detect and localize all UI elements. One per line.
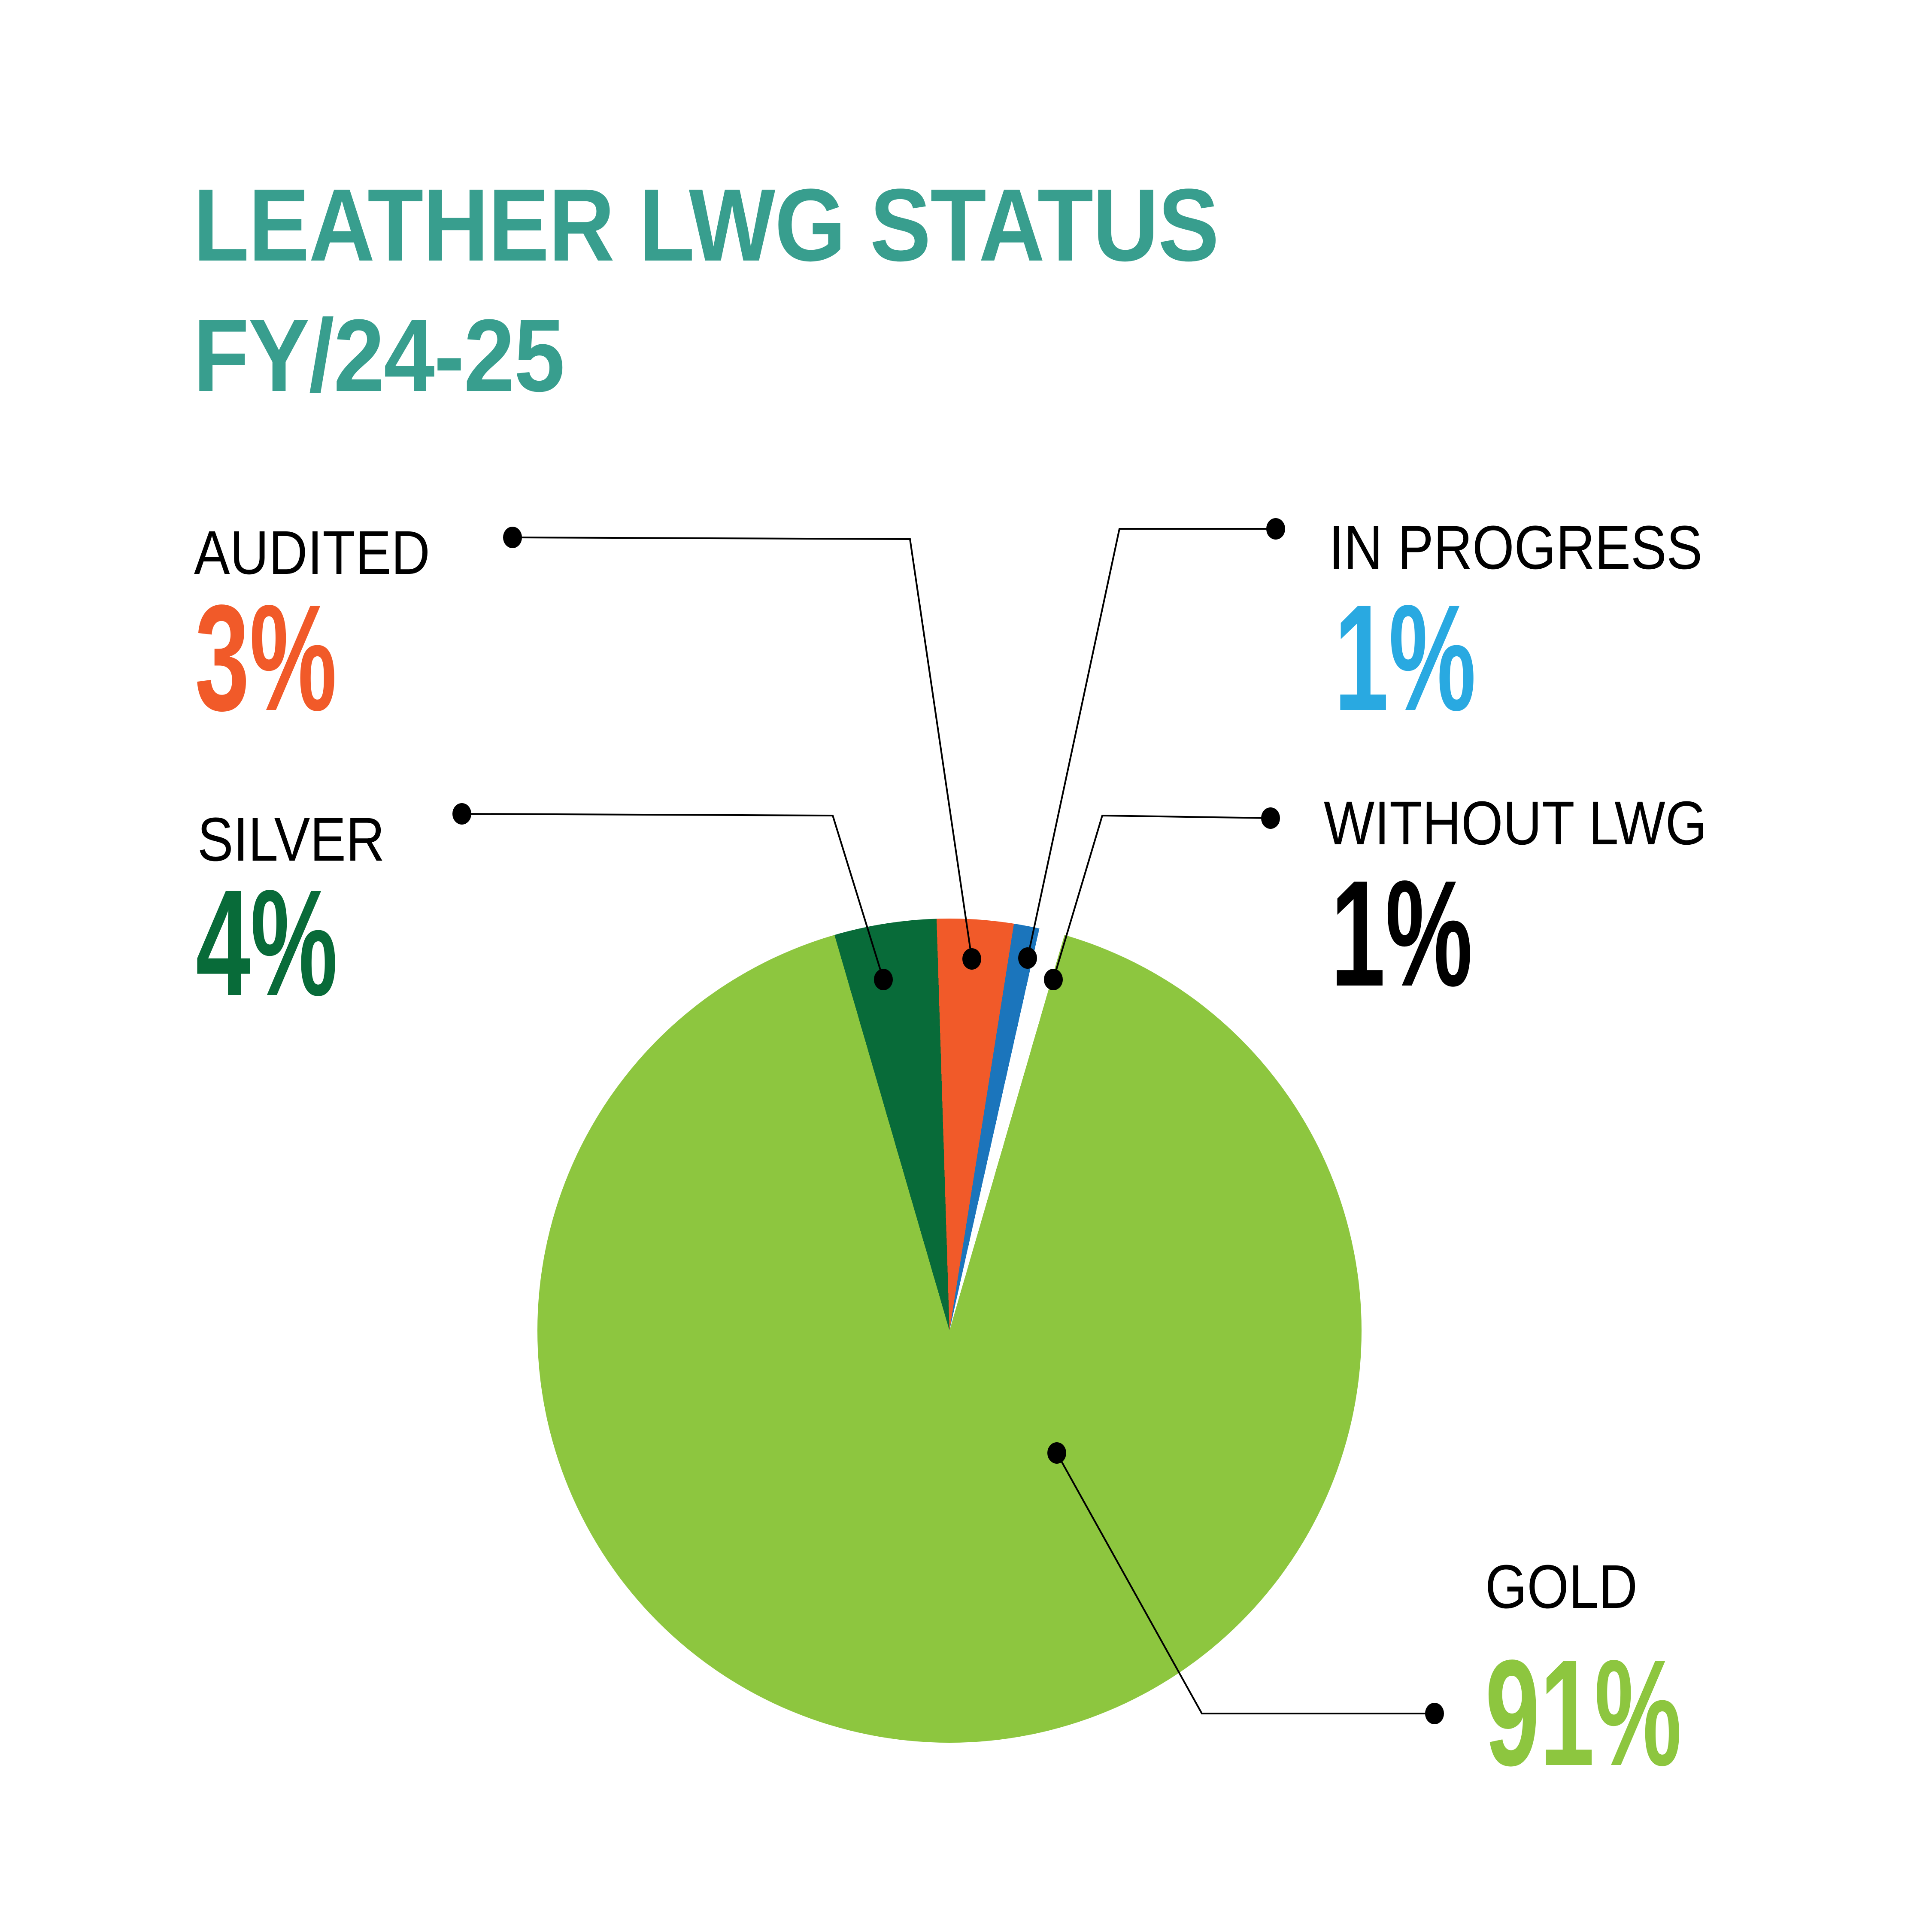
callout-without-lwg-label: WITHOUT LWG — [1324, 789, 1708, 858]
callout-in-progress-label: IN PROGRESS — [1329, 513, 1703, 582]
callout-in-progress-value: 1% — [1334, 573, 1476, 742]
leader-in-progress — [1018, 518, 1285, 969]
callout-silver-value: 4% — [196, 858, 338, 1027]
page-title-line2: FY/24-25 — [193, 298, 565, 413]
leader-dot-in-progress-label — [1266, 518, 1285, 540]
leader-dot-gold-label — [1425, 1703, 1444, 1724]
leader-dot-silver-label — [452, 803, 471, 825]
leader-line-in-progress — [1027, 528, 1276, 958]
leader-audited — [503, 527, 981, 970]
leader-dot-audited-label — [503, 527, 522, 548]
callout-gold-value: 91% — [1485, 1628, 1682, 1797]
callout-silver-label: SILVER — [197, 805, 385, 874]
callout-audited-label: AUDITED — [194, 518, 430, 587]
page-title-line1: LEATHER LWG STATUS — [193, 167, 1219, 282]
leader-dot-without-lwg-label — [1261, 807, 1280, 829]
callout-gold-label: GOLD — [1485, 1552, 1638, 1621]
callout-without-lwg-value: 1% — [1331, 849, 1473, 1018]
callout-audited-value: 3% — [195, 573, 337, 742]
leader-line-audited — [512, 537, 973, 959]
pie-chart — [537, 919, 1362, 1743]
